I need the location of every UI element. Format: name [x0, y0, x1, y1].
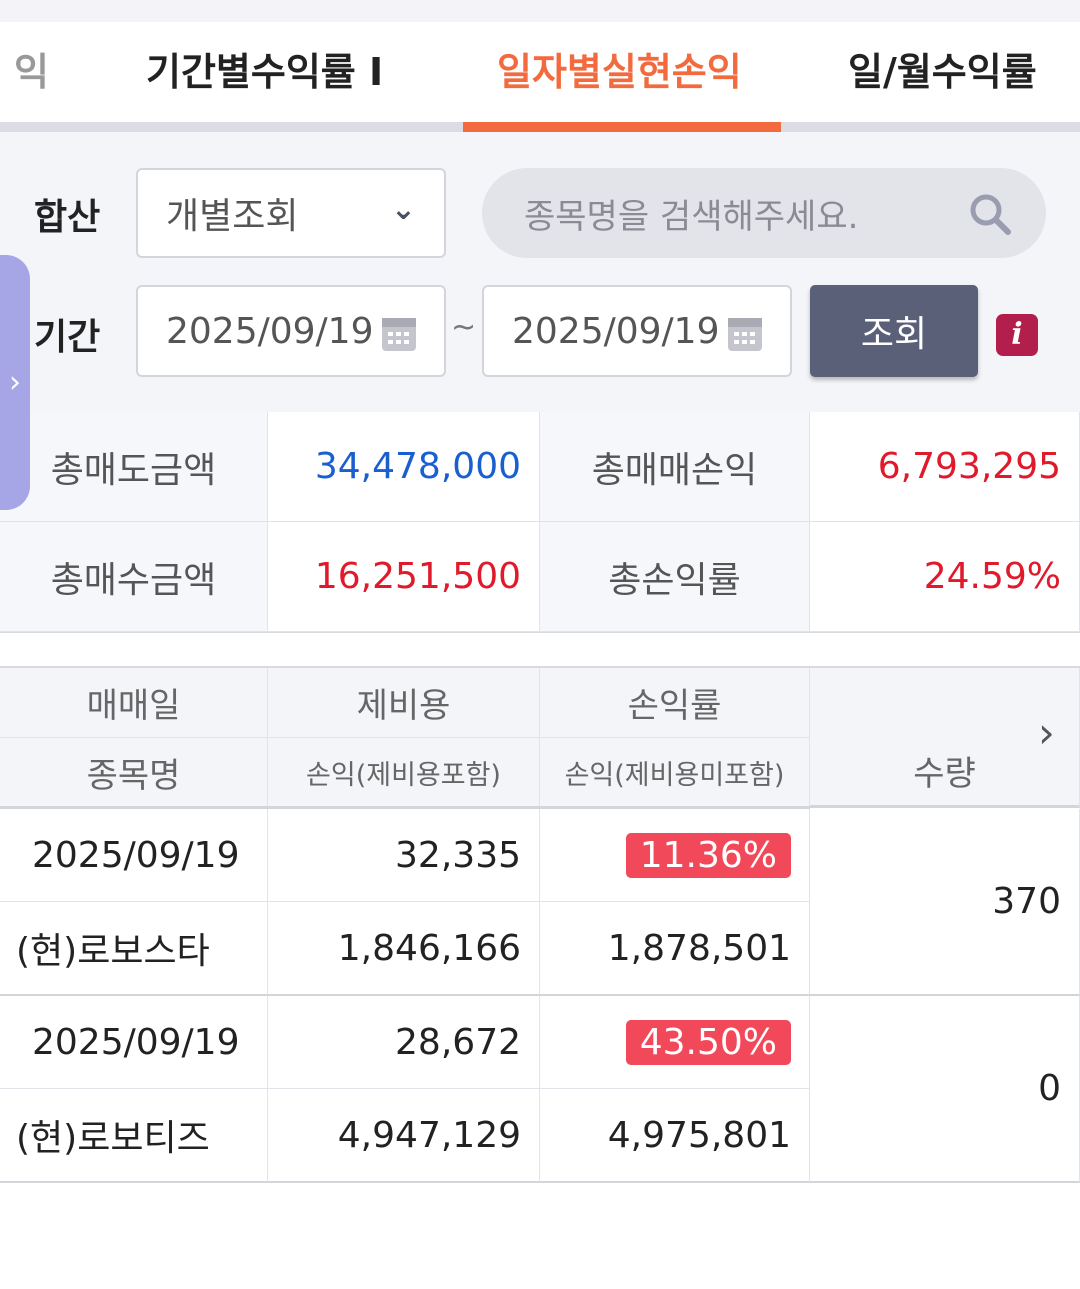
row-qty: 0 [810, 996, 1080, 1183]
row-pl-excl: 1,878,501 [540, 902, 810, 996]
tab-period-return[interactable]: 기간별수익률 I [146, 50, 384, 94]
row-date: 2025/09/19 [0, 996, 268, 1089]
row-pl-incl: 4,947,129 [268, 1089, 540, 1183]
row-stock-name[interactable]: (현)로보스타 [0, 902, 268, 996]
row-pl-incl: 1,846,166 [268, 902, 540, 996]
tab-daily-realized-pl[interactable]: 일자별실현손익 [497, 50, 742, 94]
row-qty: 370 [810, 809, 1080, 996]
end-date-value: 2025/09/19 [512, 310, 720, 352]
row-pl-excl: 4,975,801 [540, 1089, 810, 1183]
tab-bar: 익 기간별수익률 I 일자별실현손익 일/월수익률 [0, 22, 1080, 122]
info-icon[interactable]: i [996, 314, 1038, 356]
tab-active-indicator [463, 122, 781, 132]
status-strip [0, 0, 1080, 22]
row-rate-cell: 11.36% [540, 809, 810, 902]
search-icon[interactable] [968, 192, 1012, 236]
total-buy-label: 총매수금액 [0, 522, 268, 632]
header-date: 매매일 [0, 668, 268, 738]
calendar-icon[interactable] [726, 313, 764, 353]
query-button[interactable]: 조회 [810, 285, 978, 377]
total-rate-label: 총손익률 [540, 522, 810, 632]
rate-badge: 11.36% [625, 832, 791, 878]
row-date: 2025/09/19 [0, 809, 268, 902]
header-fee: 제비용 [268, 668, 540, 738]
start-date-value: 2025/09/19 [166, 310, 374, 352]
total-pl-value: 6,793,295 [810, 412, 1080, 522]
total-pl-label: 총매매손익 [540, 412, 810, 522]
header-name: 종목명 [0, 738, 268, 808]
row-rate-cell: 43.50% [540, 996, 810, 1089]
end-date-input[interactable]: 2025/09/19 [482, 285, 792, 377]
header-rate: 손익률 [540, 668, 810, 738]
sum-select-value: 개별조회 [166, 196, 299, 237]
sum-label: 합산 [34, 197, 101, 238]
side-drawer-handle[interactable]: › [0, 255, 30, 510]
search-placeholder: 종목명을 검색해주세요. [524, 196, 859, 237]
start-date-input[interactable]: 2025/09/19 [136, 285, 446, 377]
header-pl-incl: 손익(제비용포함) [268, 738, 540, 808]
period-label: 기간 [34, 317, 101, 358]
chevron-right-icon[interactable]: › [1038, 708, 1055, 757]
header-divider [0, 806, 810, 809]
row-fee: 28,672 [268, 996, 540, 1089]
calendar-icon[interactable] [380, 313, 418, 353]
chevron-right-icon: › [9, 365, 21, 400]
total-sell-label: 총매도금액 [0, 412, 268, 522]
summary-table: 총매도금액 34,478,000 총매매손익 6,793,295 총매수금액 1… [0, 412, 1080, 633]
tab-daily-monthly-return[interactable]: 일/월수익률 [848, 50, 1037, 94]
row-fee: 32,335 [268, 809, 540, 902]
total-sell-value: 34,478,000 [268, 412, 540, 522]
tab-prev-partial[interactable]: 익 [14, 50, 49, 94]
sum-select[interactable]: 개별조회 ⌄ [136, 168, 446, 258]
header-pl-excl: 손익(제비용미포함) [540, 738, 810, 808]
date-separator: ~ [451, 310, 477, 345]
total-rate-value: 24.59% [810, 522, 1080, 632]
chevron-down-icon: ⌄ [390, 192, 416, 227]
rate-badge: 43.50% [625, 1019, 791, 1065]
search-input[interactable]: 종목명을 검색해주세요. [482, 168, 1046, 258]
trade-table: 매매일 제비용 손익률 종목명 손익(제비용포함) 손익(제비용미포함) 수량 … [0, 666, 1080, 1183]
row-stock-name[interactable]: (현)로보티즈 [0, 1089, 268, 1183]
total-buy-value: 16,251,500 [268, 522, 540, 632]
